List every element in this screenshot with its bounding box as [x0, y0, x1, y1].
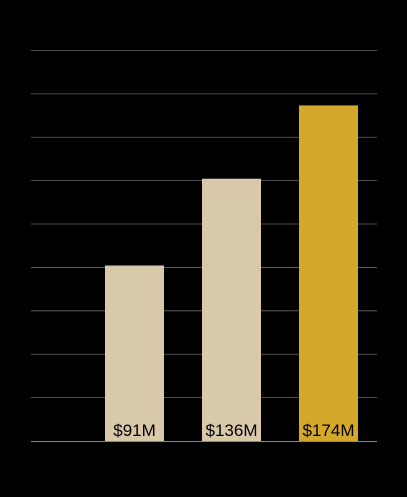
data-labels: $91M $136M $174M [113, 421, 354, 440]
bars [105, 105, 358, 441]
bar-value-label-0: $91M [113, 421, 156, 440]
bar-1 [202, 178, 261, 441]
bar-value-label-1: $136M [206, 421, 258, 440]
bar-value-label-2: $174M [303, 421, 355, 440]
bar-0 [105, 265, 164, 441]
bar-2 [299, 105, 358, 441]
